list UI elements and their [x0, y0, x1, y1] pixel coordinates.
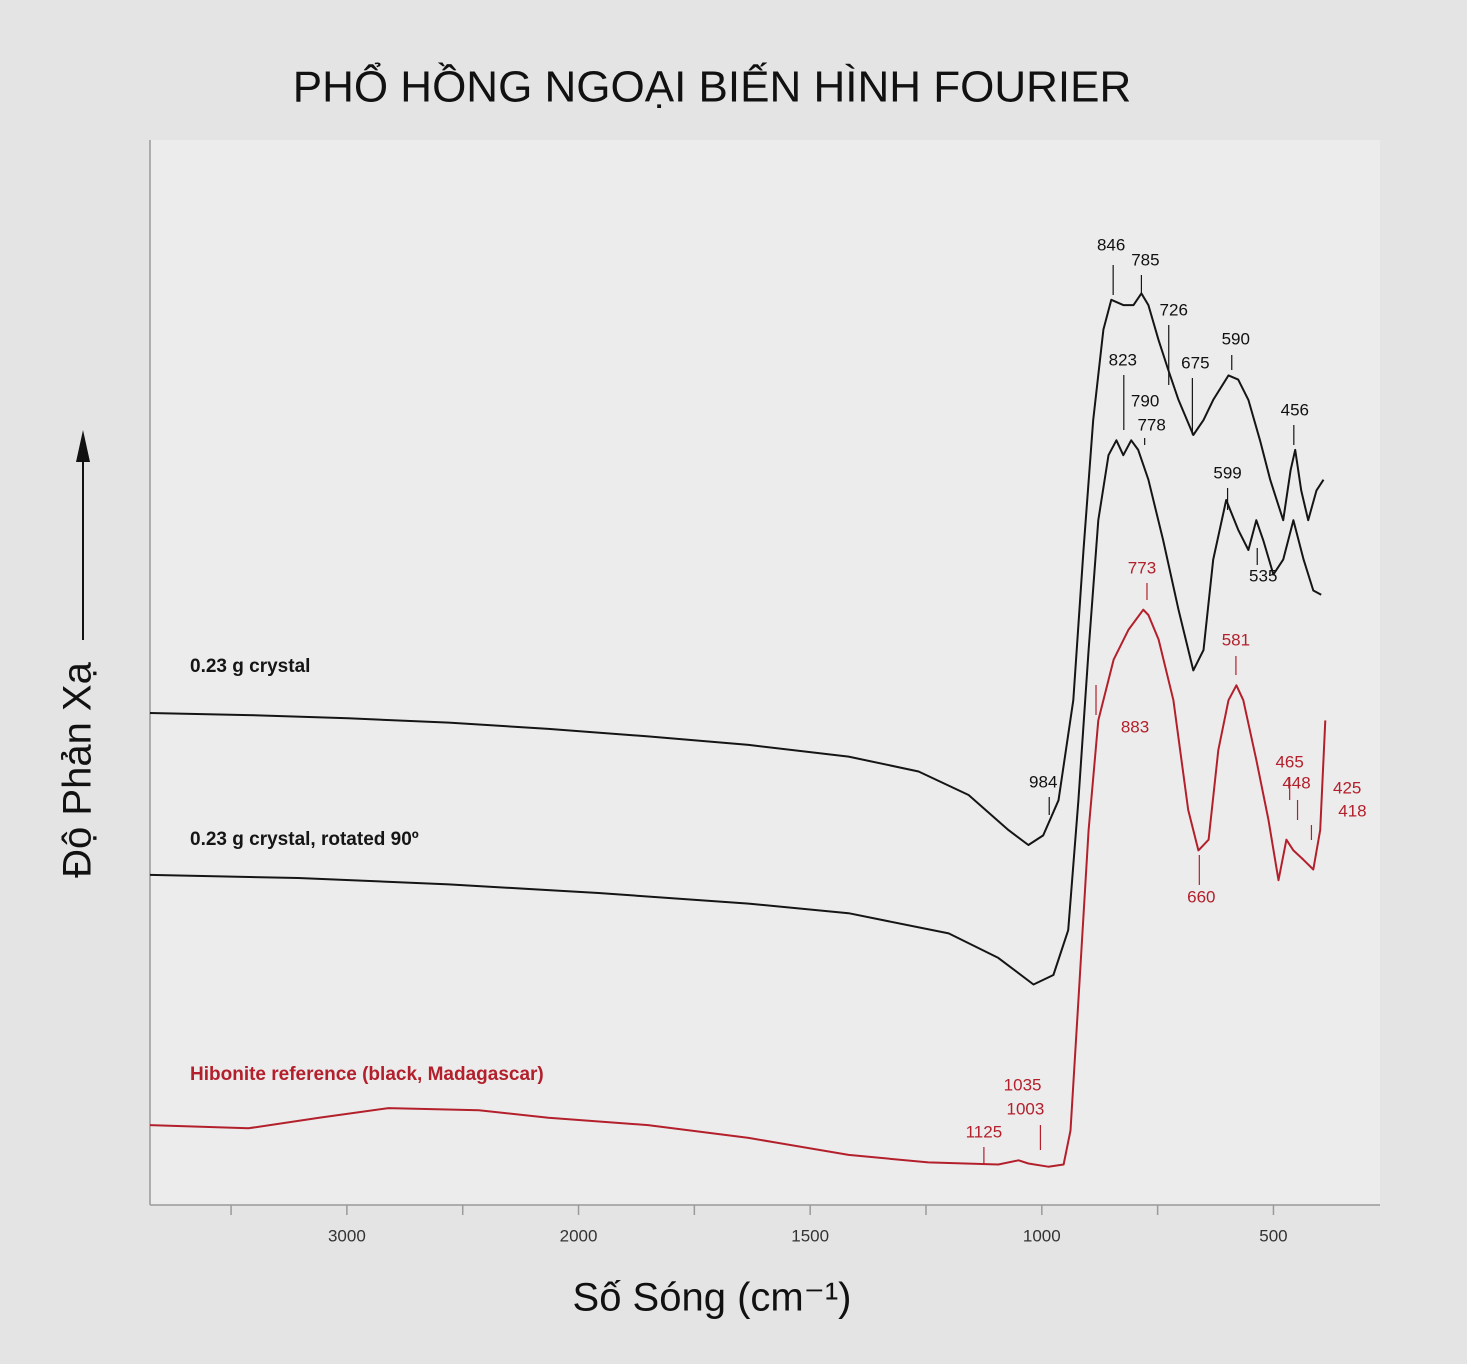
- series-label: Hibonite reference (black, Madagascar): [190, 1064, 544, 1085]
- peak-label: 425: [1333, 778, 1361, 797]
- peak-label: 773: [1128, 558, 1156, 577]
- x-tick-label: 2000: [560, 1226, 598, 1245]
- peak-label: 581: [1222, 630, 1250, 649]
- peak-label: 883: [1121, 717, 1149, 736]
- peak-label: 785: [1131, 250, 1159, 269]
- peak-label: 846: [1097, 235, 1125, 254]
- x-tick-label: 500: [1259, 1226, 1287, 1245]
- peak-label: 790: [1131, 391, 1159, 410]
- x-axis-label: Số Sóng (cm⁻¹): [573, 1276, 852, 1320]
- peak-label: 418: [1338, 801, 1366, 820]
- peak-label: 726: [1160, 300, 1188, 319]
- series-label: 0.23 g crystal, rotated 90º: [190, 829, 419, 850]
- peak-label: 456: [1281, 400, 1309, 419]
- peak-label: 1125: [966, 1122, 1003, 1141]
- peak-label: 823: [1109, 350, 1137, 369]
- peak-label: 590: [1222, 329, 1250, 348]
- series-label: 0.23 g crystal: [190, 656, 310, 677]
- y-arrow-head: [76, 430, 90, 462]
- spectrum-line: [149, 439, 1322, 986]
- peak-label: 1003: [1007, 1099, 1045, 1118]
- peak-label: 599: [1213, 463, 1241, 482]
- y-axis-label: Độ Phản Xạ: [56, 661, 100, 877]
- peak-label: 675: [1181, 353, 1209, 372]
- x-tick-label: 1500: [791, 1226, 829, 1245]
- spectrum-line: [149, 608, 1327, 1168]
- peak-label: 535: [1249, 566, 1277, 585]
- peak-label: 660: [1187, 887, 1215, 906]
- chart-title: PHỔ HỒNG NGOẠI BIẾN HÌNH FOURIER: [293, 61, 1132, 112]
- x-tick-label: 3000: [328, 1226, 366, 1245]
- plot-area: [150, 140, 1380, 1205]
- peak-label: 984: [1029, 772, 1057, 791]
- x-tick-label: 1000: [1023, 1226, 1061, 1245]
- spectrum-line: [149, 292, 1325, 846]
- peak-label: 465: [1275, 752, 1303, 771]
- peak-label: 1035: [1004, 1075, 1042, 1094]
- peak-label: 448: [1282, 773, 1310, 792]
- peak-label: 778: [1137, 415, 1165, 434]
